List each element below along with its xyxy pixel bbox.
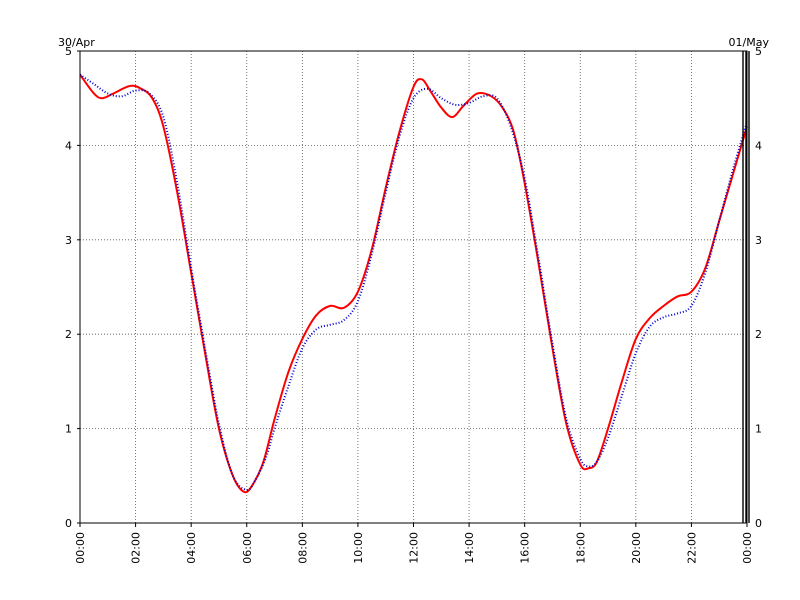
x-tick-label: 02:00 [130,532,143,564]
series-line-red [79,74,748,494]
y-tick-label-right: 5 [755,45,762,58]
x-tick-label: 22:00 [685,532,698,564]
y-tick-label-left: 4 [65,139,72,152]
x-tick-label: 08:00 [296,532,309,564]
x-tick-label: 12:00 [408,532,421,564]
y-tick-label-right: 4 [755,139,762,152]
y-tick-label-left: 1 [65,423,72,436]
date-end-label: 01/May [729,36,770,49]
series-line-blue [79,73,748,492]
right-edge-bars [742,51,750,523]
x-tick-label: 00:00 [74,532,87,564]
y-tick-label-left: 0 [65,517,72,530]
x-axis: 00:00 02:00 04:00 06:00 08:00 10:00 12:00 14:00… [74,523,754,564]
x-tick-label: 20:00 [630,532,643,564]
y-tick-label-left: 2 [65,328,72,341]
y-tick-label-right: 3 [755,234,762,247]
x-tick-label: 18:00 [574,532,587,564]
plot-frame [79,50,748,524]
x-tick-label: 16:00 [519,532,532,564]
date-start-label: 30/Apr [58,36,95,49]
x-tick-label: 10:00 [352,532,365,564]
y-tick-label-right: 2 [755,328,762,341]
x-tick-label: 00:00 [741,532,754,564]
y-tick-label-left: 3 [65,234,72,247]
y-axis-right: 0 1 2 3 4 5 [755,45,762,530]
y-tick-label-right: 1 [755,423,762,436]
x-tick-label: 06:00 [241,532,254,564]
y-tick-label-right: 0 [755,517,762,530]
grid [80,51,747,523]
y-tick-label-left: 5 [65,45,72,58]
x-tick-label: 04:00 [185,532,198,564]
series-layer [79,73,748,494]
y-axis-left: 0 1 2 3 4 5 [65,45,80,530]
x-tick-label: 14:00 [463,532,476,564]
